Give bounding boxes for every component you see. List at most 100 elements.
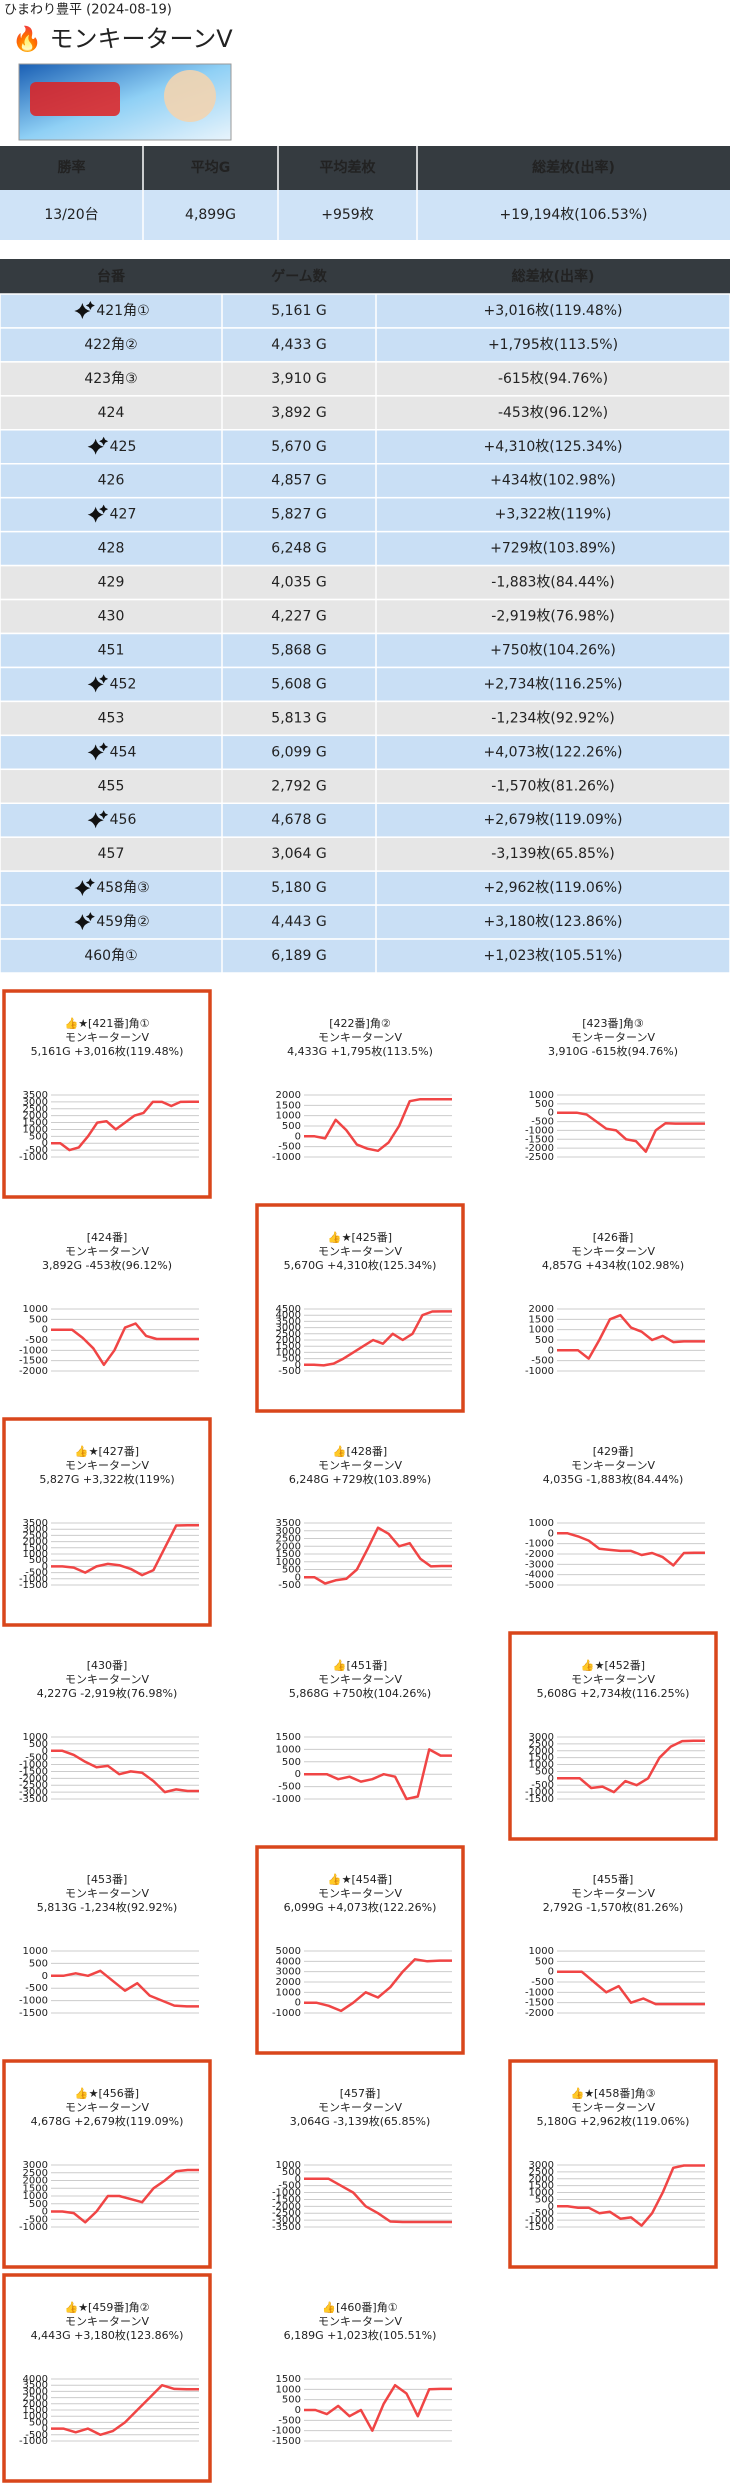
y-tick-label: 2000: [23, 2399, 48, 2410]
y-tick-label: -500: [25, 1145, 48, 1156]
y-tick-label: 500: [282, 2395, 301, 2406]
y-tick-label: -2500: [19, 1780, 48, 1791]
y-tick-label: 1500: [276, 2374, 301, 2385]
chart-stats: 4,678G +2,679枚(119.09%): [31, 2114, 184, 2128]
chart-stats: 3,064G -3,139枚(65.85%): [290, 2114, 431, 2128]
total-diff: +2,734枚(116.25%): [483, 676, 622, 692]
data-line: [557, 1313, 705, 1360]
chart-title: [453番]: [87, 1873, 128, 1886]
y-tick-label: -1500: [19, 1580, 48, 1591]
highlight-box: [255, 1203, 465, 1413]
y-tick-label: -3500: [272, 2222, 301, 2233]
site-name: ひまわり豊平 (2024-08-19): [4, 3, 172, 18]
chart-title: [426番]: [593, 1231, 634, 1244]
chart-model: モンキーターンV: [65, 1245, 149, 1258]
y-tick-label: -2000: [272, 2201, 301, 2212]
game-count: 6,248 G: [271, 541, 326, 557]
summary-col-header: 勝率: [58, 159, 86, 176]
table-header: [0, 259, 730, 294]
y-tick-label: 1000: [276, 1111, 301, 1122]
chart-stats: 4,857G +434枚(102.98%): [542, 1258, 684, 1272]
y-tick-label: 0: [42, 2424, 48, 2435]
game-count: 4,433 G: [271, 337, 326, 353]
y-tick-label: 1000: [23, 1946, 48, 1957]
chart-model: モンキーターンV: [65, 1031, 149, 1044]
y-tick-label: -2000: [525, 1143, 554, 1154]
game-count: 5,608 G: [271, 676, 326, 692]
y-tick-label: 1000: [23, 1124, 48, 1135]
y-tick-label: -1000: [525, 2215, 554, 2226]
y-tick-label: -500: [25, 2214, 48, 2225]
y-tick-label: 0: [548, 1967, 554, 1978]
y-tick-label: 1000: [23, 1549, 48, 1560]
y-tick-label: 2000: [23, 2176, 48, 2187]
y-tick-label: 0: [42, 1561, 48, 1572]
table-row: [0, 530, 730, 567]
y-tick-label: 500: [29, 1555, 48, 1566]
y-tick-label: 1500: [529, 1753, 554, 1764]
y-tick-label: 0: [295, 1360, 301, 1371]
y-tick-label: -2000: [19, 1773, 48, 1784]
y-tick-label: 0: [42, 1325, 48, 1336]
y-tick-label: -2500: [525, 1152, 554, 1163]
highlight-box: [508, 2059, 718, 2269]
total-diff: +729枚(103.89%): [490, 541, 616, 557]
chart-stats: 5,868G +750枚(104.26%): [289, 1686, 431, 1700]
y-tick-label: -2000: [525, 2008, 554, 2019]
game-count: 5,670 G: [271, 439, 326, 455]
machine-number: 457: [98, 846, 125, 862]
chart-stats: 5,827G +3,322枚(119%): [39, 1472, 174, 1486]
y-tick-label: -1500: [19, 1766, 48, 1777]
total-diff: +4,310枚(125.34%): [483, 439, 622, 455]
chart-model: モンキーターンV: [65, 1887, 149, 1900]
y-tick-label: 2500: [529, 1739, 554, 1750]
machine-number: 423角③: [84, 371, 137, 387]
y-tick-label: 1000: [276, 1557, 301, 1568]
y-tick-label: 3000: [23, 2386, 48, 2397]
y-tick-label: -500: [278, 1580, 301, 1591]
y-tick-label: 500: [282, 1757, 301, 1768]
chart-model: モンキーターンV: [571, 1031, 655, 1044]
y-tick-label: 500: [29, 2199, 48, 2210]
y-tick-label: 500: [29, 1314, 48, 1325]
chart-title: 👍★[421番]角①: [65, 1017, 150, 1030]
y-tick-label: -1500: [525, 1998, 554, 2009]
table-row: [0, 361, 730, 397]
total-diff: -1,883枚(84.44%): [491, 575, 614, 591]
chart-stats: 4,433G +1,795枚(113.5%): [287, 1044, 433, 1058]
y-tick-label: 0: [295, 1998, 301, 2009]
chart-model: モンキーターンV: [318, 1245, 402, 1258]
y-tick-label: -500: [278, 2181, 301, 2192]
chart-title: 👍[460番]角①: [322, 2301, 397, 2314]
y-tick-label: 0: [548, 1345, 554, 1356]
y-tick-label: 3500: [276, 1518, 301, 1529]
y-tick-label: -2000: [19, 1366, 48, 1377]
chart-model: モンキーターンV: [318, 1887, 402, 1900]
game-count: 3,892 G: [271, 405, 326, 421]
total-diff: -453枚(96.12%): [498, 405, 608, 421]
chart-stats: 4,443G +3,180枚(123.86%): [31, 2328, 184, 2342]
y-tick-label: 3000: [276, 1526, 301, 1537]
y-tick-label: -1000: [19, 1574, 48, 1585]
sparkle-icon: [87, 504, 109, 523]
y-tick-label: 500: [282, 1121, 301, 1132]
page-title: 🔥 モンキーターンV: [12, 25, 233, 53]
y-tick-label: -1500: [525, 1134, 554, 1145]
machine-number: 458角③: [96, 880, 149, 896]
y-tick-label: 4000: [23, 2374, 48, 2385]
y-tick-label: 3000: [23, 1524, 48, 1535]
chart-title: 👍★[459番]角②: [65, 2301, 150, 2314]
y-tick-label: 2000: [23, 1111, 48, 1122]
y-tick-label: 1000: [23, 1304, 48, 1315]
total-diff: +1,023枚(105.51%): [483, 948, 622, 964]
total-diff: -1,234枚(92.92%): [491, 710, 614, 726]
total-diff: -2,919枚(76.98%): [491, 609, 614, 625]
y-tick-label: -500: [278, 2415, 301, 2426]
summary-header: [0, 146, 730, 190]
y-tick-label: 500: [535, 1956, 554, 1967]
y-tick-label: 1000: [23, 2411, 48, 2422]
chart-title: [429番]: [593, 1445, 634, 1458]
y-tick-label: 1500: [23, 2183, 48, 2194]
y-tick-label: 500: [29, 2417, 48, 2428]
